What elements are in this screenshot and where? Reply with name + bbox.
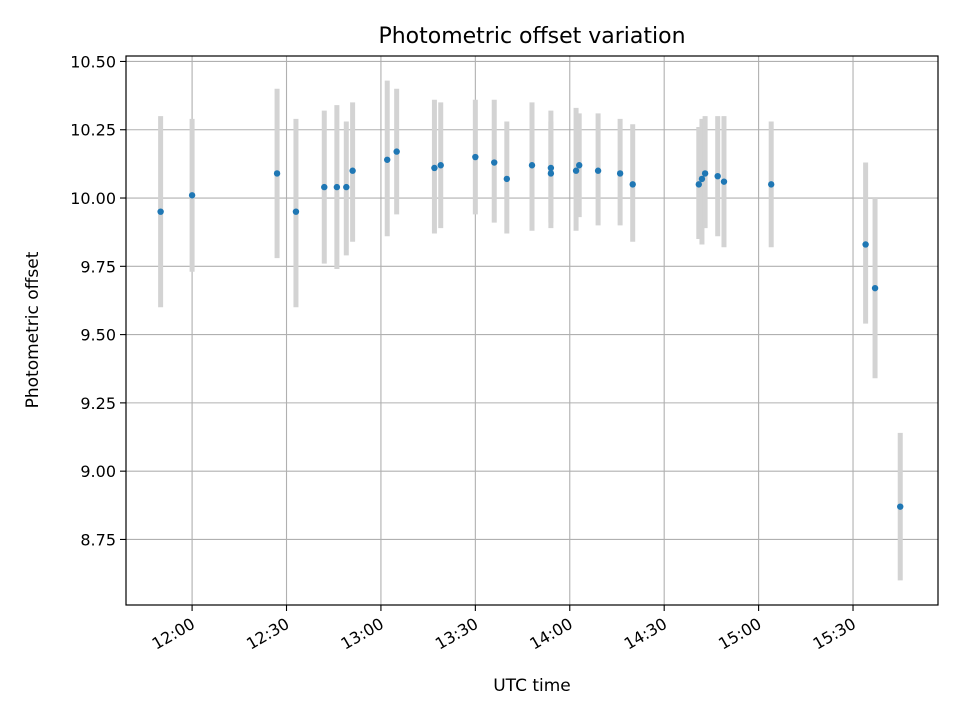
- data-point: [767, 181, 775, 188]
- data-point: [333, 183, 341, 191]
- data-point: [576, 162, 583, 169]
- data-point: [594, 167, 602, 174]
- data-point: [547, 164, 555, 172]
- grid: [126, 56, 938, 605]
- data-point: [629, 181, 636, 188]
- data-point: [503, 175, 511, 183]
- data-point: [431, 164, 438, 172]
- y-axis-ticks: 8.75 9.00 9.25 9.50 9.75 10.00 10.25 10.50: [70, 52, 126, 549]
- data-point: [695, 181, 703, 188]
- data-point: [491, 159, 498, 166]
- data-point: [321, 183, 328, 191]
- y-tick-label: 9.00: [80, 462, 116, 481]
- y-tick-label: 10.00: [70, 189, 116, 208]
- data-points: [157, 148, 904, 510]
- data-point: [528, 162, 536, 169]
- data-point: [349, 167, 356, 174]
- data-point: [862, 241, 869, 248]
- data-point: [437, 162, 444, 169]
- data-point: [897, 503, 904, 510]
- data-point: [714, 172, 721, 180]
- y-tick-label: 9.25: [80, 394, 116, 413]
- y-tick-label: 9.75: [80, 257, 116, 276]
- y-tick-label: 10.25: [70, 121, 116, 140]
- data-point: [343, 183, 350, 191]
- data-point: [188, 192, 196, 199]
- data-point: [547, 170, 555, 177]
- plot-frame: [125, 55, 939, 606]
- data-point: [871, 284, 879, 292]
- y-tick-label: 9.50: [80, 326, 116, 345]
- data-point: [698, 175, 706, 183]
- data-point: [701, 170, 709, 177]
- data-point: [384, 156, 391, 163]
- chart-title: Photometric offset variation: [378, 24, 685, 49]
- y-tick-label: 8.75: [80, 530, 116, 549]
- data-point: [292, 208, 300, 215]
- data-point: [157, 208, 164, 215]
- y-tick-label: 10.50: [70, 52, 116, 71]
- data-point: [720, 178, 728, 185]
- data-point: [616, 170, 624, 177]
- data-point: [393, 148, 400, 155]
- data-point: [273, 170, 281, 177]
- y-axis-label: Photometric offset: [23, 251, 43, 408]
- data-point: [472, 153, 479, 161]
- data-point: [572, 167, 580, 174]
- x-axis-label: UTC time: [493, 676, 571, 696]
